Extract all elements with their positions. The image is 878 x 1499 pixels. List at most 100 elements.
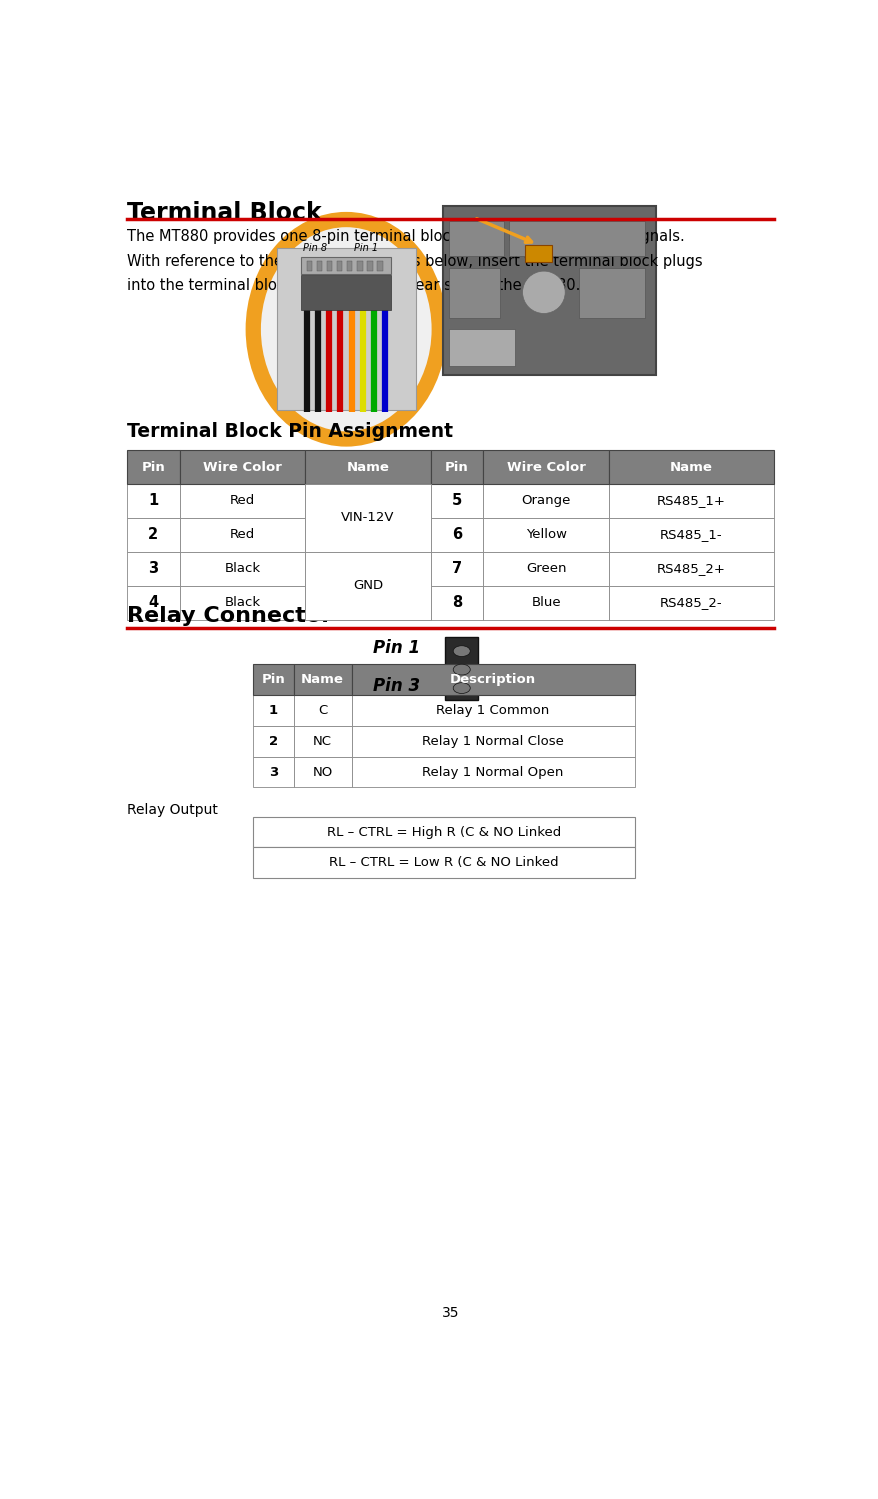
FancyBboxPatch shape bbox=[253, 847, 634, 878]
FancyBboxPatch shape bbox=[608, 552, 774, 586]
FancyBboxPatch shape bbox=[327, 261, 332, 271]
FancyBboxPatch shape bbox=[430, 450, 483, 484]
Text: 6: 6 bbox=[451, 528, 462, 543]
FancyBboxPatch shape bbox=[253, 664, 293, 696]
FancyBboxPatch shape bbox=[293, 726, 351, 757]
FancyBboxPatch shape bbox=[524, 244, 551, 261]
FancyBboxPatch shape bbox=[367, 261, 372, 271]
Text: RS485_2-: RS485_2- bbox=[659, 597, 722, 609]
Text: Wire Color: Wire Color bbox=[203, 460, 282, 474]
FancyBboxPatch shape bbox=[483, 484, 608, 519]
Text: RL – CTRL = Low R (C & NO Linked: RL – CTRL = Low R (C & NO Linked bbox=[328, 856, 558, 869]
Text: 1: 1 bbox=[269, 705, 277, 717]
Text: Orange: Orange bbox=[521, 495, 570, 508]
FancyBboxPatch shape bbox=[351, 726, 634, 757]
Text: 3: 3 bbox=[269, 766, 277, 778]
Text: Relay Output: Relay Output bbox=[126, 803, 218, 817]
FancyBboxPatch shape bbox=[277, 249, 415, 411]
FancyBboxPatch shape bbox=[608, 484, 774, 519]
FancyBboxPatch shape bbox=[301, 276, 391, 310]
Text: 2: 2 bbox=[269, 735, 277, 748]
FancyBboxPatch shape bbox=[351, 757, 634, 787]
Text: The MT880 provides one 8-pin terminal block plugs for input/output signals.: The MT880 provides one 8-pin terminal bl… bbox=[126, 229, 684, 244]
Ellipse shape bbox=[453, 646, 470, 657]
Text: Relay 1 Common: Relay 1 Common bbox=[436, 705, 549, 717]
Text: 1: 1 bbox=[148, 493, 158, 508]
FancyBboxPatch shape bbox=[179, 484, 305, 519]
FancyBboxPatch shape bbox=[305, 450, 430, 484]
Text: C: C bbox=[318, 705, 327, 717]
FancyBboxPatch shape bbox=[293, 664, 351, 696]
FancyBboxPatch shape bbox=[179, 552, 305, 586]
FancyBboxPatch shape bbox=[305, 484, 430, 552]
Ellipse shape bbox=[453, 664, 470, 675]
FancyBboxPatch shape bbox=[377, 261, 382, 271]
Text: Yellow: Yellow bbox=[525, 528, 566, 541]
FancyBboxPatch shape bbox=[126, 552, 179, 586]
Text: RS485_1-: RS485_1- bbox=[659, 528, 722, 541]
Text: NO: NO bbox=[313, 766, 333, 778]
Text: 35: 35 bbox=[442, 1306, 458, 1319]
FancyBboxPatch shape bbox=[179, 450, 305, 484]
Text: Relay 1 Normal Close: Relay 1 Normal Close bbox=[421, 735, 564, 748]
Text: Pin 3: Pin 3 bbox=[372, 676, 420, 694]
Text: Name: Name bbox=[301, 673, 343, 687]
FancyBboxPatch shape bbox=[293, 757, 351, 787]
Text: Terminal Block: Terminal Block bbox=[126, 201, 321, 225]
FancyBboxPatch shape bbox=[356, 261, 362, 271]
Text: VIN-12V: VIN-12V bbox=[341, 511, 394, 525]
Text: Pin: Pin bbox=[444, 460, 469, 474]
FancyBboxPatch shape bbox=[445, 637, 478, 700]
FancyBboxPatch shape bbox=[293, 696, 351, 726]
FancyBboxPatch shape bbox=[253, 696, 293, 726]
Ellipse shape bbox=[522, 271, 565, 313]
Text: 7: 7 bbox=[451, 561, 462, 576]
Text: 8: 8 bbox=[451, 595, 462, 610]
Ellipse shape bbox=[453, 682, 470, 694]
FancyBboxPatch shape bbox=[430, 552, 483, 586]
FancyBboxPatch shape bbox=[608, 450, 774, 484]
FancyBboxPatch shape bbox=[305, 552, 430, 586]
Text: Description: Description bbox=[450, 673, 536, 687]
Text: Name: Name bbox=[669, 460, 712, 474]
Text: 5: 5 bbox=[451, 493, 462, 508]
FancyBboxPatch shape bbox=[449, 222, 503, 256]
Text: Relay Connector: Relay Connector bbox=[126, 607, 332, 627]
FancyBboxPatch shape bbox=[126, 519, 179, 552]
FancyBboxPatch shape bbox=[305, 586, 430, 619]
Text: 2: 2 bbox=[148, 528, 158, 543]
FancyBboxPatch shape bbox=[316, 261, 322, 271]
Text: Pin 8: Pin 8 bbox=[303, 243, 327, 253]
Text: NC: NC bbox=[313, 735, 332, 748]
FancyBboxPatch shape bbox=[483, 586, 608, 619]
FancyBboxPatch shape bbox=[443, 205, 656, 375]
FancyBboxPatch shape bbox=[253, 726, 293, 757]
FancyBboxPatch shape bbox=[306, 261, 312, 271]
FancyBboxPatch shape bbox=[430, 586, 483, 619]
FancyBboxPatch shape bbox=[126, 484, 179, 519]
FancyBboxPatch shape bbox=[351, 696, 634, 726]
Text: Pin: Pin bbox=[141, 460, 165, 474]
FancyBboxPatch shape bbox=[179, 519, 305, 552]
FancyBboxPatch shape bbox=[126, 586, 179, 619]
FancyBboxPatch shape bbox=[449, 330, 515, 366]
Text: Black: Black bbox=[224, 597, 260, 609]
Text: Green: Green bbox=[525, 562, 565, 576]
FancyBboxPatch shape bbox=[253, 757, 293, 787]
FancyBboxPatch shape bbox=[179, 586, 305, 619]
Text: With reference to the illustrative figures below, Insert the terminal block plug: With reference to the illustrative figur… bbox=[126, 253, 702, 268]
Text: Terminal Block Pin Assignment: Terminal Block Pin Assignment bbox=[126, 421, 452, 441]
FancyBboxPatch shape bbox=[253, 817, 634, 847]
FancyBboxPatch shape bbox=[608, 519, 774, 552]
FancyBboxPatch shape bbox=[301, 256, 391, 274]
FancyBboxPatch shape bbox=[430, 519, 483, 552]
FancyBboxPatch shape bbox=[508, 222, 644, 256]
Text: Red: Red bbox=[229, 495, 255, 508]
Text: RS485_2+: RS485_2+ bbox=[657, 562, 725, 576]
Text: 3: 3 bbox=[148, 561, 158, 576]
FancyBboxPatch shape bbox=[305, 484, 430, 519]
FancyBboxPatch shape bbox=[449, 268, 499, 318]
FancyBboxPatch shape bbox=[126, 450, 179, 484]
Text: Name: Name bbox=[346, 460, 389, 474]
FancyBboxPatch shape bbox=[578, 268, 644, 318]
